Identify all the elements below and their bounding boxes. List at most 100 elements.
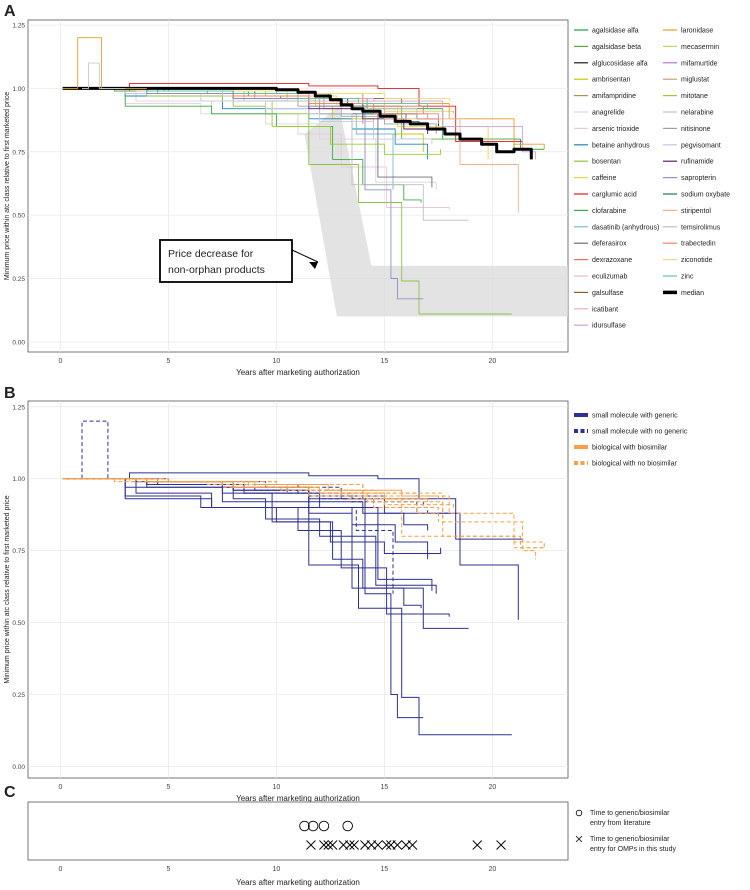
marker-circle (318, 820, 330, 832)
legend-label: alglucosidase alfa (592, 60, 648, 67)
series-line (62, 478, 450, 617)
annotation-arrow-head (309, 262, 318, 269)
marker-x (319, 840, 329, 850)
y-tick-label: 0.75 (12, 548, 25, 555)
panel-label-c: C (4, 784, 16, 801)
x-tick-label: 15 (381, 866, 389, 873)
panel-c: 0 5 10 15 20 Years after marketing authorizat… (27, 801, 676, 887)
marker-x (323, 840, 334, 850)
legend-label: biological with biosimilar (592, 445, 668, 452)
y-tick-label: 1.25 (12, 404, 25, 411)
x-tick-label: 5 (166, 866, 170, 873)
legend-label: mifamurtide (681, 60, 718, 67)
series-line (62, 82, 524, 145)
x-tick-label: 0 (58, 784, 62, 791)
series-line (62, 478, 442, 554)
y-tick-label: 0.50 (12, 213, 25, 220)
y-tick-label: 1.00 (12, 476, 25, 483)
marker-x (496, 840, 506, 850)
x-axis-label: Years after marketing authorization (236, 368, 360, 377)
legend-key-x (575, 835, 583, 843)
median-line (62, 86, 533, 160)
legend-label: carglumic acid (592, 192, 637, 199)
series-line (62, 478, 418, 496)
legend-label: caffeine (592, 175, 616, 182)
legend-label: galsulfase (592, 290, 624, 297)
plot-panel (27, 801, 569, 861)
legend-label: entry from literature (590, 820, 651, 827)
series-line (62, 478, 439, 499)
legend-label: laronidase (681, 28, 713, 35)
x-tick-label: 15 (381, 358, 389, 365)
legend-label: biological with no biosimilar (592, 461, 677, 468)
legend: agalsidase alfa agalsidase beta alglucosid… (574, 28, 730, 330)
legend-label: rufinamide (681, 159, 714, 166)
x-tick-label: 20 (489, 358, 497, 365)
legend-label: ziconotide (681, 257, 713, 264)
grid (28, 401, 568, 778)
legend-label: arsenic trioxide (592, 126, 639, 133)
panel-b: 0 5 10 15 20 0.00 0.25 0.50 0.75 1.00 1.25 Years af… (4, 400, 688, 803)
series-line (62, 478, 545, 548)
series-line (62, 87, 512, 315)
legend-label: trabectedin (681, 241, 716, 248)
legend-label: small molecule with no generic (592, 429, 688, 436)
panel-a: 0 5 10 15 20 0.00 0.25 0.50 0.75 1.00 1.25 Years af… (4, 19, 730, 377)
legend-label: nitisinone (681, 126, 711, 133)
series-line (82, 62, 126, 89)
x-tick-label: 20 (489, 866, 497, 873)
legend-label: Time to generic/biosimilar (590, 810, 670, 817)
x-tick-label: 20 (489, 784, 497, 791)
legend-label: mecasermin (681, 44, 719, 51)
series-line (62, 478, 422, 609)
y-axis-label: Minimum price within atc class relative … (4, 92, 11, 280)
legend-label: bosentan (592, 159, 621, 166)
legend-label: eculizumab (592, 274, 628, 281)
legend-label: deferasirox (592, 241, 627, 248)
series-line (62, 87, 450, 211)
legend-label: sapropterin (681, 175, 716, 182)
legend-label: dasatinib (anhydrous) (592, 224, 659, 231)
marker-circle (342, 820, 353, 832)
annotation-text: non-orphan products (168, 264, 265, 276)
legend-label: dexrazoxane (592, 257, 632, 264)
x-tick-label: 10 (273, 358, 281, 365)
legend-label: amifampridine (592, 93, 636, 100)
y-tick-label: 0.75 (12, 149, 25, 156)
marker-x (392, 840, 403, 850)
marker-x (381, 840, 392, 850)
x-tick-label: 5 (166, 784, 170, 791)
marker-x (349, 840, 359, 850)
x-tick-label: 10 (273, 784, 281, 791)
legend-label: agalsidase beta (592, 44, 641, 51)
series-line (62, 87, 424, 300)
plot-panel (27, 400, 569, 779)
legend-label: entry for OMPs in this study (590, 846, 676, 853)
x-tick-label: 0 (58, 866, 62, 873)
y-tick-label: 0.00 (12, 764, 25, 771)
marker-x (327, 840, 338, 850)
x-axis-label: Years after marketing authorization (236, 794, 360, 803)
y-tick-label: 0.50 (12, 620, 25, 627)
marker-x (407, 840, 418, 850)
x-tick-label: 0 (58, 358, 62, 365)
legend-label: Time to generic/biosimilar (590, 836, 670, 843)
series-group (62, 420, 545, 736)
y-tick-label: 0.00 (12, 339, 25, 346)
series-group (62, 37, 545, 315)
legend-label: clofarabine (592, 208, 626, 215)
marker-x (373, 840, 383, 850)
marker-circle (307, 820, 319, 832)
marker-x (472, 840, 483, 850)
legend-label: nelarabine (681, 110, 714, 117)
x-tick-label: 5 (166, 358, 170, 365)
panel-label-a: A (4, 3, 16, 20)
legend-label: mitotane (681, 93, 708, 100)
legend-label: median (681, 290, 704, 297)
legend-label: icatibant (592, 306, 618, 313)
y-tick-label: 1.25 (12, 23, 25, 30)
legend-label: zinc (681, 274, 694, 281)
x-tick-label: 10 (273, 866, 281, 873)
legend-label: temsirolimus (681, 224, 721, 231)
legend: small molecule with generic small molecul… (574, 413, 688, 468)
